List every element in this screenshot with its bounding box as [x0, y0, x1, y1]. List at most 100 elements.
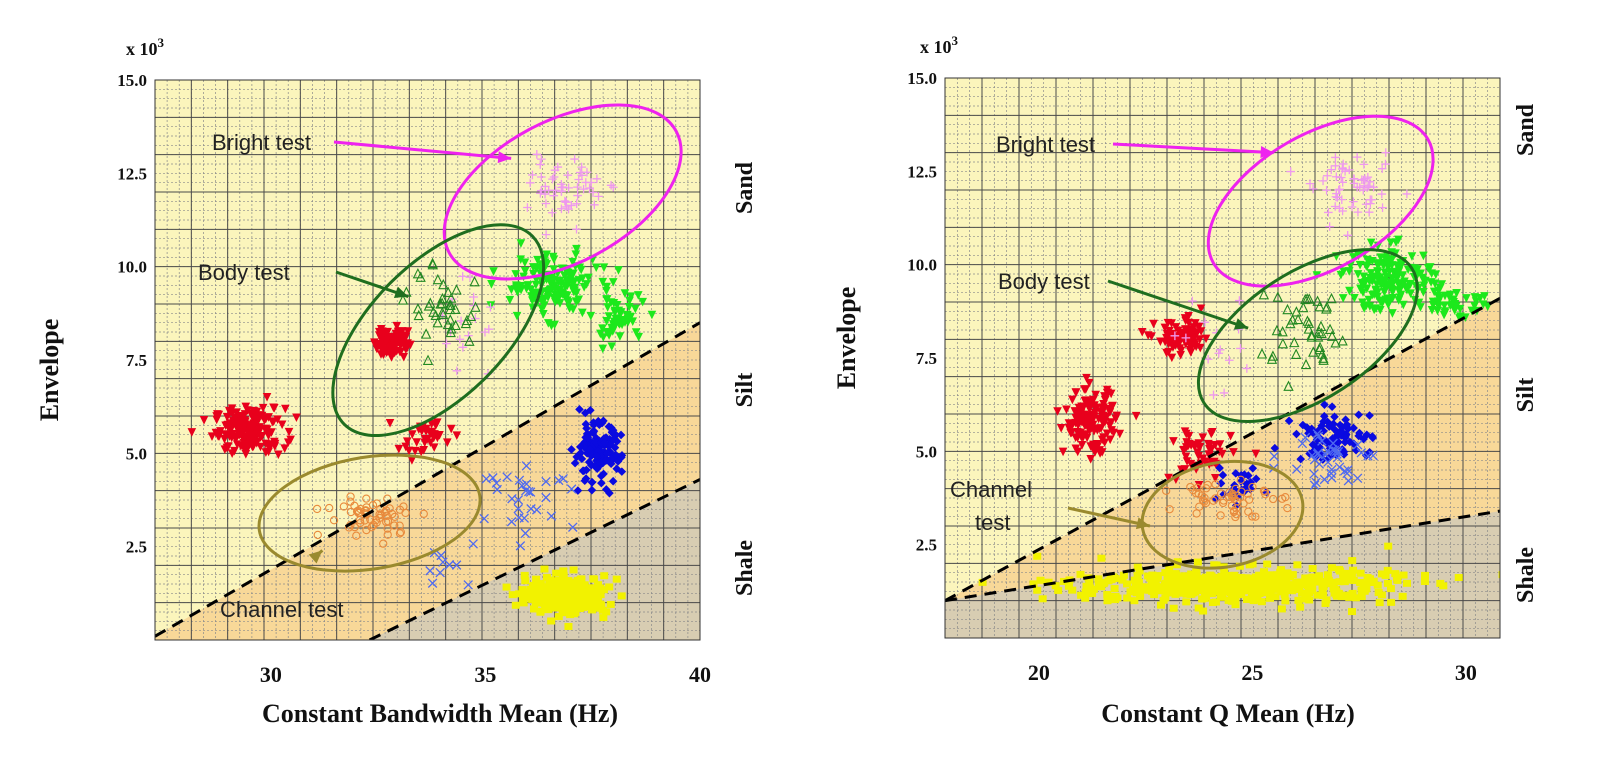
data-point	[479, 513, 489, 524]
data-point	[256, 442, 265, 452]
data-point	[569, 593, 578, 601]
data-point	[425, 297, 436, 308]
data-point	[241, 450, 251, 459]
data-point	[1189, 586, 1198, 594]
x-tick-label: 30	[1455, 660, 1477, 685]
data-point	[1110, 585, 1119, 593]
data-point	[1322, 185, 1331, 195]
data-point	[512, 311, 522, 321]
data-point	[1281, 597, 1290, 605]
data-point	[544, 589, 553, 597]
data-point	[470, 301, 481, 312]
data-point	[1419, 281, 1429, 291]
data-point	[572, 605, 581, 613]
y-tick-label: 5.0	[126, 444, 147, 463]
data-point	[1103, 388, 1113, 398]
data-point	[1366, 238, 1376, 248]
data-point	[1194, 604, 1203, 612]
data-point	[438, 278, 449, 290]
data-point	[549, 255, 559, 264]
test-ellipse	[442, 103, 683, 281]
data-point	[1386, 238, 1396, 248]
x-tick-label: 25	[1241, 660, 1263, 685]
data-point	[1250, 574, 1259, 582]
data-point	[1338, 159, 1348, 169]
data-point	[1437, 280, 1447, 289]
data-point	[1312, 429, 1323, 439]
data-point	[1098, 404, 1108, 414]
data-point	[526, 504, 536, 514]
data-point	[382, 511, 391, 520]
data-point	[1159, 583, 1168, 591]
data-point	[1199, 607, 1208, 615]
data-point	[1095, 449, 1105, 458]
data-point	[1033, 586, 1042, 594]
data-point	[1191, 342, 1201, 352]
data-point	[507, 285, 516, 295]
data-point	[1285, 317, 1296, 329]
data-point	[1314, 341, 1326, 352]
data-point	[1475, 294, 1485, 303]
data-point	[582, 429, 592, 439]
data-point	[1349, 174, 1359, 183]
data-point	[1385, 267, 1394, 277]
data-point	[602, 295, 611, 305]
data-point	[1385, 282, 1394, 291]
data-point	[372, 499, 382, 508]
data-point	[1301, 574, 1310, 582]
data-point	[435, 567, 445, 578]
data-point	[586, 311, 596, 321]
data-point	[564, 581, 573, 589]
y-tick-label: 5.0	[916, 442, 937, 461]
data-point	[1234, 575, 1243, 583]
data-point	[1166, 587, 1175, 595]
data-point	[237, 429, 246, 438]
data-point	[560, 196, 570, 206]
data-point	[1332, 172, 1341, 182]
data-point	[1147, 332, 1156, 341]
data-point	[1271, 324, 1283, 336]
data-point	[1342, 591, 1351, 599]
data-point	[249, 406, 259, 416]
data-point	[598, 606, 607, 614]
data-point	[484, 324, 494, 334]
data-point	[1162, 486, 1171, 495]
data-point	[554, 577, 563, 585]
data-point	[553, 475, 564, 486]
data-point	[1263, 560, 1272, 568]
data-point	[1177, 328, 1187, 338]
data-point	[541, 492, 551, 503]
data-point	[274, 450, 283, 460]
data-point	[577, 454, 587, 464]
data-point	[1364, 295, 1374, 305]
data-point	[556, 601, 565, 609]
data-point	[536, 608, 545, 616]
data-point	[256, 433, 265, 442]
data-point	[1271, 593, 1280, 601]
data-point	[412, 303, 424, 314]
data-point	[604, 312, 614, 321]
data-point	[581, 474, 591, 483]
data-point	[570, 458, 580, 468]
data-point	[419, 446, 429, 455]
data-point	[1383, 298, 1393, 308]
data-point	[586, 178, 596, 187]
data-point	[1181, 452, 1191, 462]
data-point	[520, 571, 529, 579]
data-point	[427, 257, 438, 269]
data-point	[1326, 165, 1336, 175]
data-point	[1162, 348, 1171, 358]
data-point	[1237, 487, 1246, 496]
data-point	[1284, 416, 1294, 426]
data-point	[1147, 579, 1156, 587]
data-point	[558, 579, 567, 587]
data-point	[1222, 586, 1231, 594]
data-point	[536, 580, 545, 588]
data-point	[1297, 438, 1308, 449]
data-point	[1210, 473, 1220, 483]
data-point	[1180, 572, 1189, 580]
data-point	[260, 416, 269, 425]
data-point	[574, 175, 584, 184]
y-tick-label: 10.0	[907, 256, 937, 275]
data-point	[1308, 184, 1318, 194]
